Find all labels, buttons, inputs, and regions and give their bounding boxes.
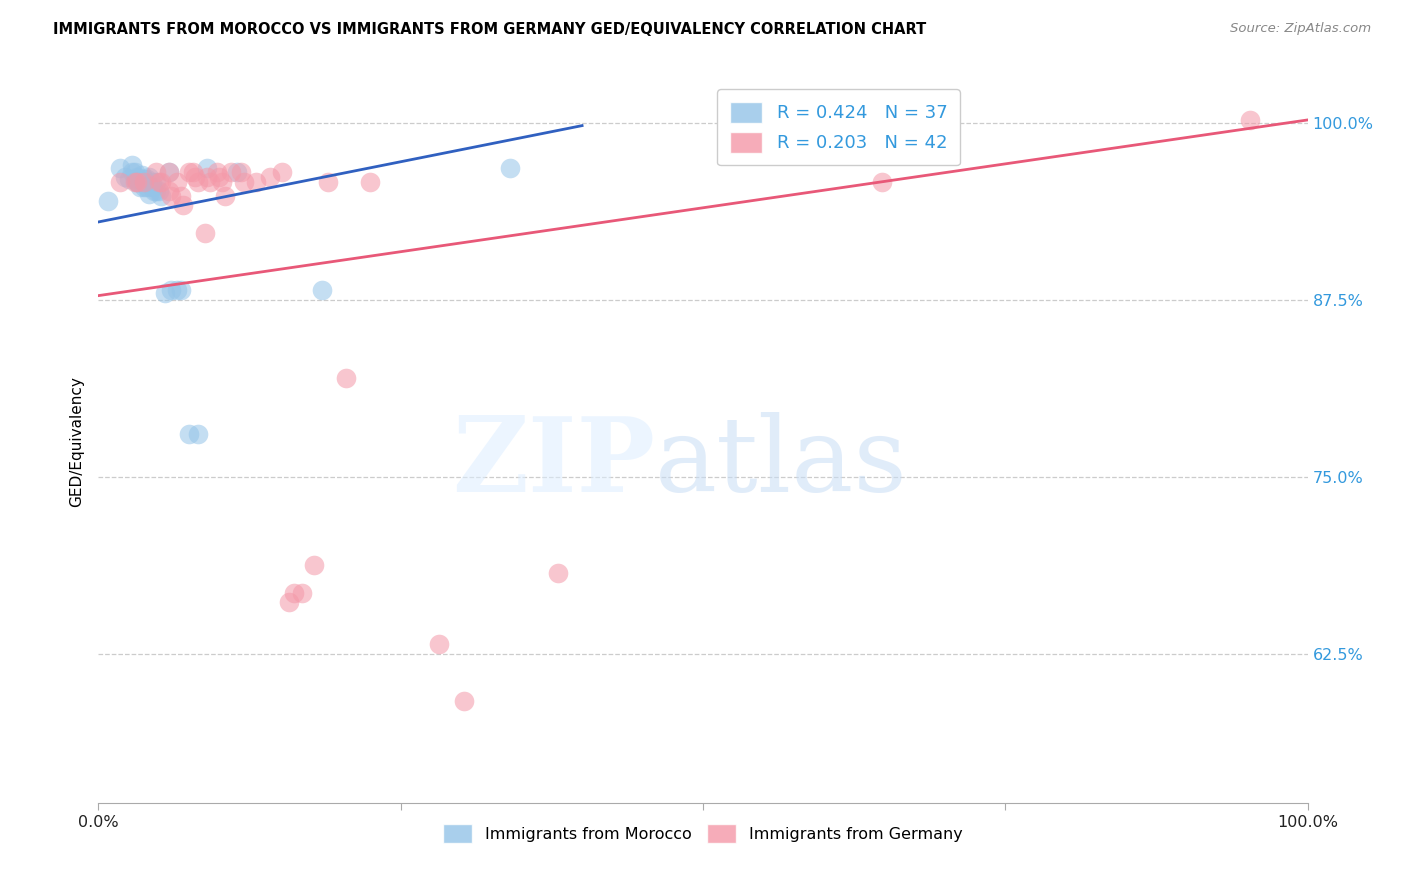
Point xyxy=(205,165,228,179)
Point xyxy=(290,586,312,600)
Point xyxy=(278,594,301,608)
Point xyxy=(118,172,141,186)
Point xyxy=(245,175,267,189)
Point xyxy=(134,179,156,194)
Point xyxy=(360,175,382,189)
Point xyxy=(870,175,893,189)
Point xyxy=(128,179,150,194)
Point xyxy=(145,175,167,189)
Point xyxy=(453,694,475,708)
Point xyxy=(166,175,188,189)
Point xyxy=(97,194,120,208)
Point xyxy=(259,169,281,184)
Point xyxy=(229,165,252,179)
Point xyxy=(547,566,569,581)
Point xyxy=(169,283,191,297)
Point xyxy=(169,189,191,203)
Point xyxy=(121,158,143,172)
Point xyxy=(198,175,221,189)
Point xyxy=(142,179,165,194)
Point xyxy=(134,172,156,186)
Point xyxy=(145,165,167,179)
Point xyxy=(135,179,157,194)
Point xyxy=(1239,112,1261,127)
Point xyxy=(211,175,233,189)
Point xyxy=(221,165,243,179)
Point xyxy=(214,189,236,203)
Point xyxy=(195,161,218,175)
Point xyxy=(143,184,166,198)
Point xyxy=(138,186,160,201)
Point xyxy=(127,169,149,184)
Point xyxy=(195,169,218,184)
Point xyxy=(124,175,146,189)
Point xyxy=(157,165,180,179)
Point xyxy=(127,175,149,189)
Point xyxy=(187,427,209,442)
Point xyxy=(127,175,149,189)
Text: IMMIGRANTS FROM MOROCCO VS IMMIGRANTS FROM GERMANY GED/EQUIVALENCY CORRELATION C: IMMIGRANTS FROM MOROCCO VS IMMIGRANTS FR… xyxy=(53,22,927,37)
Point xyxy=(172,198,194,212)
Point xyxy=(108,175,131,189)
Point xyxy=(114,169,136,184)
Point xyxy=(150,175,173,189)
Point xyxy=(157,184,180,198)
Point xyxy=(153,285,176,300)
Point xyxy=(184,169,207,184)
Point xyxy=(283,586,305,600)
Point xyxy=(160,283,183,297)
Point xyxy=(134,175,156,189)
Y-axis label: GED/Equivalency: GED/Equivalency xyxy=(69,376,84,507)
Point xyxy=(138,169,160,184)
Point xyxy=(232,175,254,189)
Point xyxy=(208,169,231,184)
Text: ZIP: ZIP xyxy=(451,412,655,514)
Point xyxy=(187,175,209,189)
Point xyxy=(157,165,180,179)
Point xyxy=(145,184,167,198)
Point xyxy=(271,165,294,179)
Legend: Immigrants from Morocco, Immigrants from Germany: Immigrants from Morocco, Immigrants from… xyxy=(437,818,969,849)
Point xyxy=(141,175,163,189)
Point xyxy=(108,161,131,175)
Point xyxy=(121,165,143,179)
Point xyxy=(127,175,149,189)
Point xyxy=(124,165,146,179)
Point xyxy=(226,165,249,179)
Point xyxy=(179,165,201,179)
Point xyxy=(131,168,153,182)
Point xyxy=(181,165,204,179)
Point xyxy=(124,172,146,186)
Point xyxy=(150,189,173,203)
Point xyxy=(160,189,183,203)
Text: atlas: atlas xyxy=(655,412,907,514)
Point xyxy=(302,558,325,572)
Point xyxy=(166,283,188,297)
Point xyxy=(179,427,201,442)
Point xyxy=(135,172,157,186)
Point xyxy=(429,637,451,651)
Point xyxy=(194,227,217,241)
Point xyxy=(316,175,339,189)
Point xyxy=(148,184,170,198)
Point xyxy=(148,175,170,189)
Text: Source: ZipAtlas.com: Source: ZipAtlas.com xyxy=(1230,22,1371,36)
Point xyxy=(498,161,520,175)
Point xyxy=(335,371,357,385)
Point xyxy=(311,283,333,297)
